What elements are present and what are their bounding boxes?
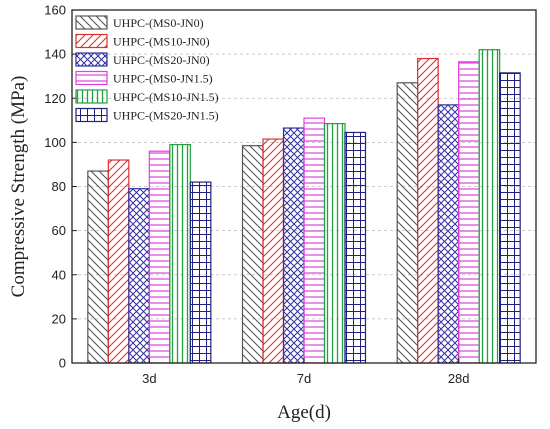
bar: [344, 131, 367, 364]
legend-swatch: [75, 89, 108, 104]
y-tick-label: 40: [52, 267, 66, 282]
legend-label: UHPC-(MS20-JN1.5): [113, 109, 219, 123]
bar: [128, 188, 150, 364]
y-tick-label: 100: [44, 135, 66, 150]
bar: [262, 138, 285, 364]
legend-swatch: [75, 52, 108, 67]
y-axis-title: Compressive Strength (MPa): [8, 76, 29, 298]
legend-swatch: [75, 107, 108, 123]
legend-label: UHPC-(MS20-JN0): [113, 53, 210, 67]
legend: UHPC-(MS0-JN0) UHPC-(MS10-JN0) UHPC-(MS20-…: [75, 15, 219, 123]
y-tick-label: 120: [44, 91, 66, 106]
bar: [87, 170, 109, 364]
bar: [323, 123, 346, 364]
legend-label: UHPC-(MS0-JN1.5): [113, 72, 213, 86]
legend-swatch: [75, 15, 108, 30]
bar: [148, 150, 171, 364]
x-tick-label: 7d: [297, 371, 311, 386]
bars-layer: [87, 49, 521, 364]
legend-label: UHPC-(MS10-JN0): [113, 35, 210, 49]
bar: [282, 127, 305, 364]
x-axis-title: Age(d): [277, 402, 331, 423]
legend-label: UHPC-(MS0-JN0): [113, 16, 204, 30]
legend-swatch: [75, 70, 108, 86]
bar: [478, 49, 501, 364]
legend-label: UHPC-(MS10-JN1.5): [113, 90, 219, 104]
bar: [107, 159, 130, 364]
x-tick-label: 28d: [448, 371, 470, 386]
legend-swatch: [75, 33, 108, 49]
bar: [241, 145, 264, 364]
y-tick-label: 140: [44, 47, 66, 62]
ticks-layer: 0 20 40 60 80 100 120 140 160 3d 7d 28d: [44, 3, 469, 387]
x-tick-label: 3d: [142, 371, 156, 386]
y-tick-label: 60: [52, 223, 66, 238]
bar: [169, 143, 191, 364]
bar: [499, 72, 521, 364]
bar: [396, 82, 419, 364]
y-tick-label: 80: [52, 179, 66, 194]
bar: [189, 181, 212, 364]
y-tick-label: 160: [44, 3, 66, 18]
bar: [437, 104, 460, 364]
y-tick-label: 0: [59, 356, 66, 371]
y-tick-label: 20: [52, 311, 66, 326]
bar: [303, 117, 326, 364]
bar: [458, 61, 480, 364]
bar: [417, 57, 439, 364]
